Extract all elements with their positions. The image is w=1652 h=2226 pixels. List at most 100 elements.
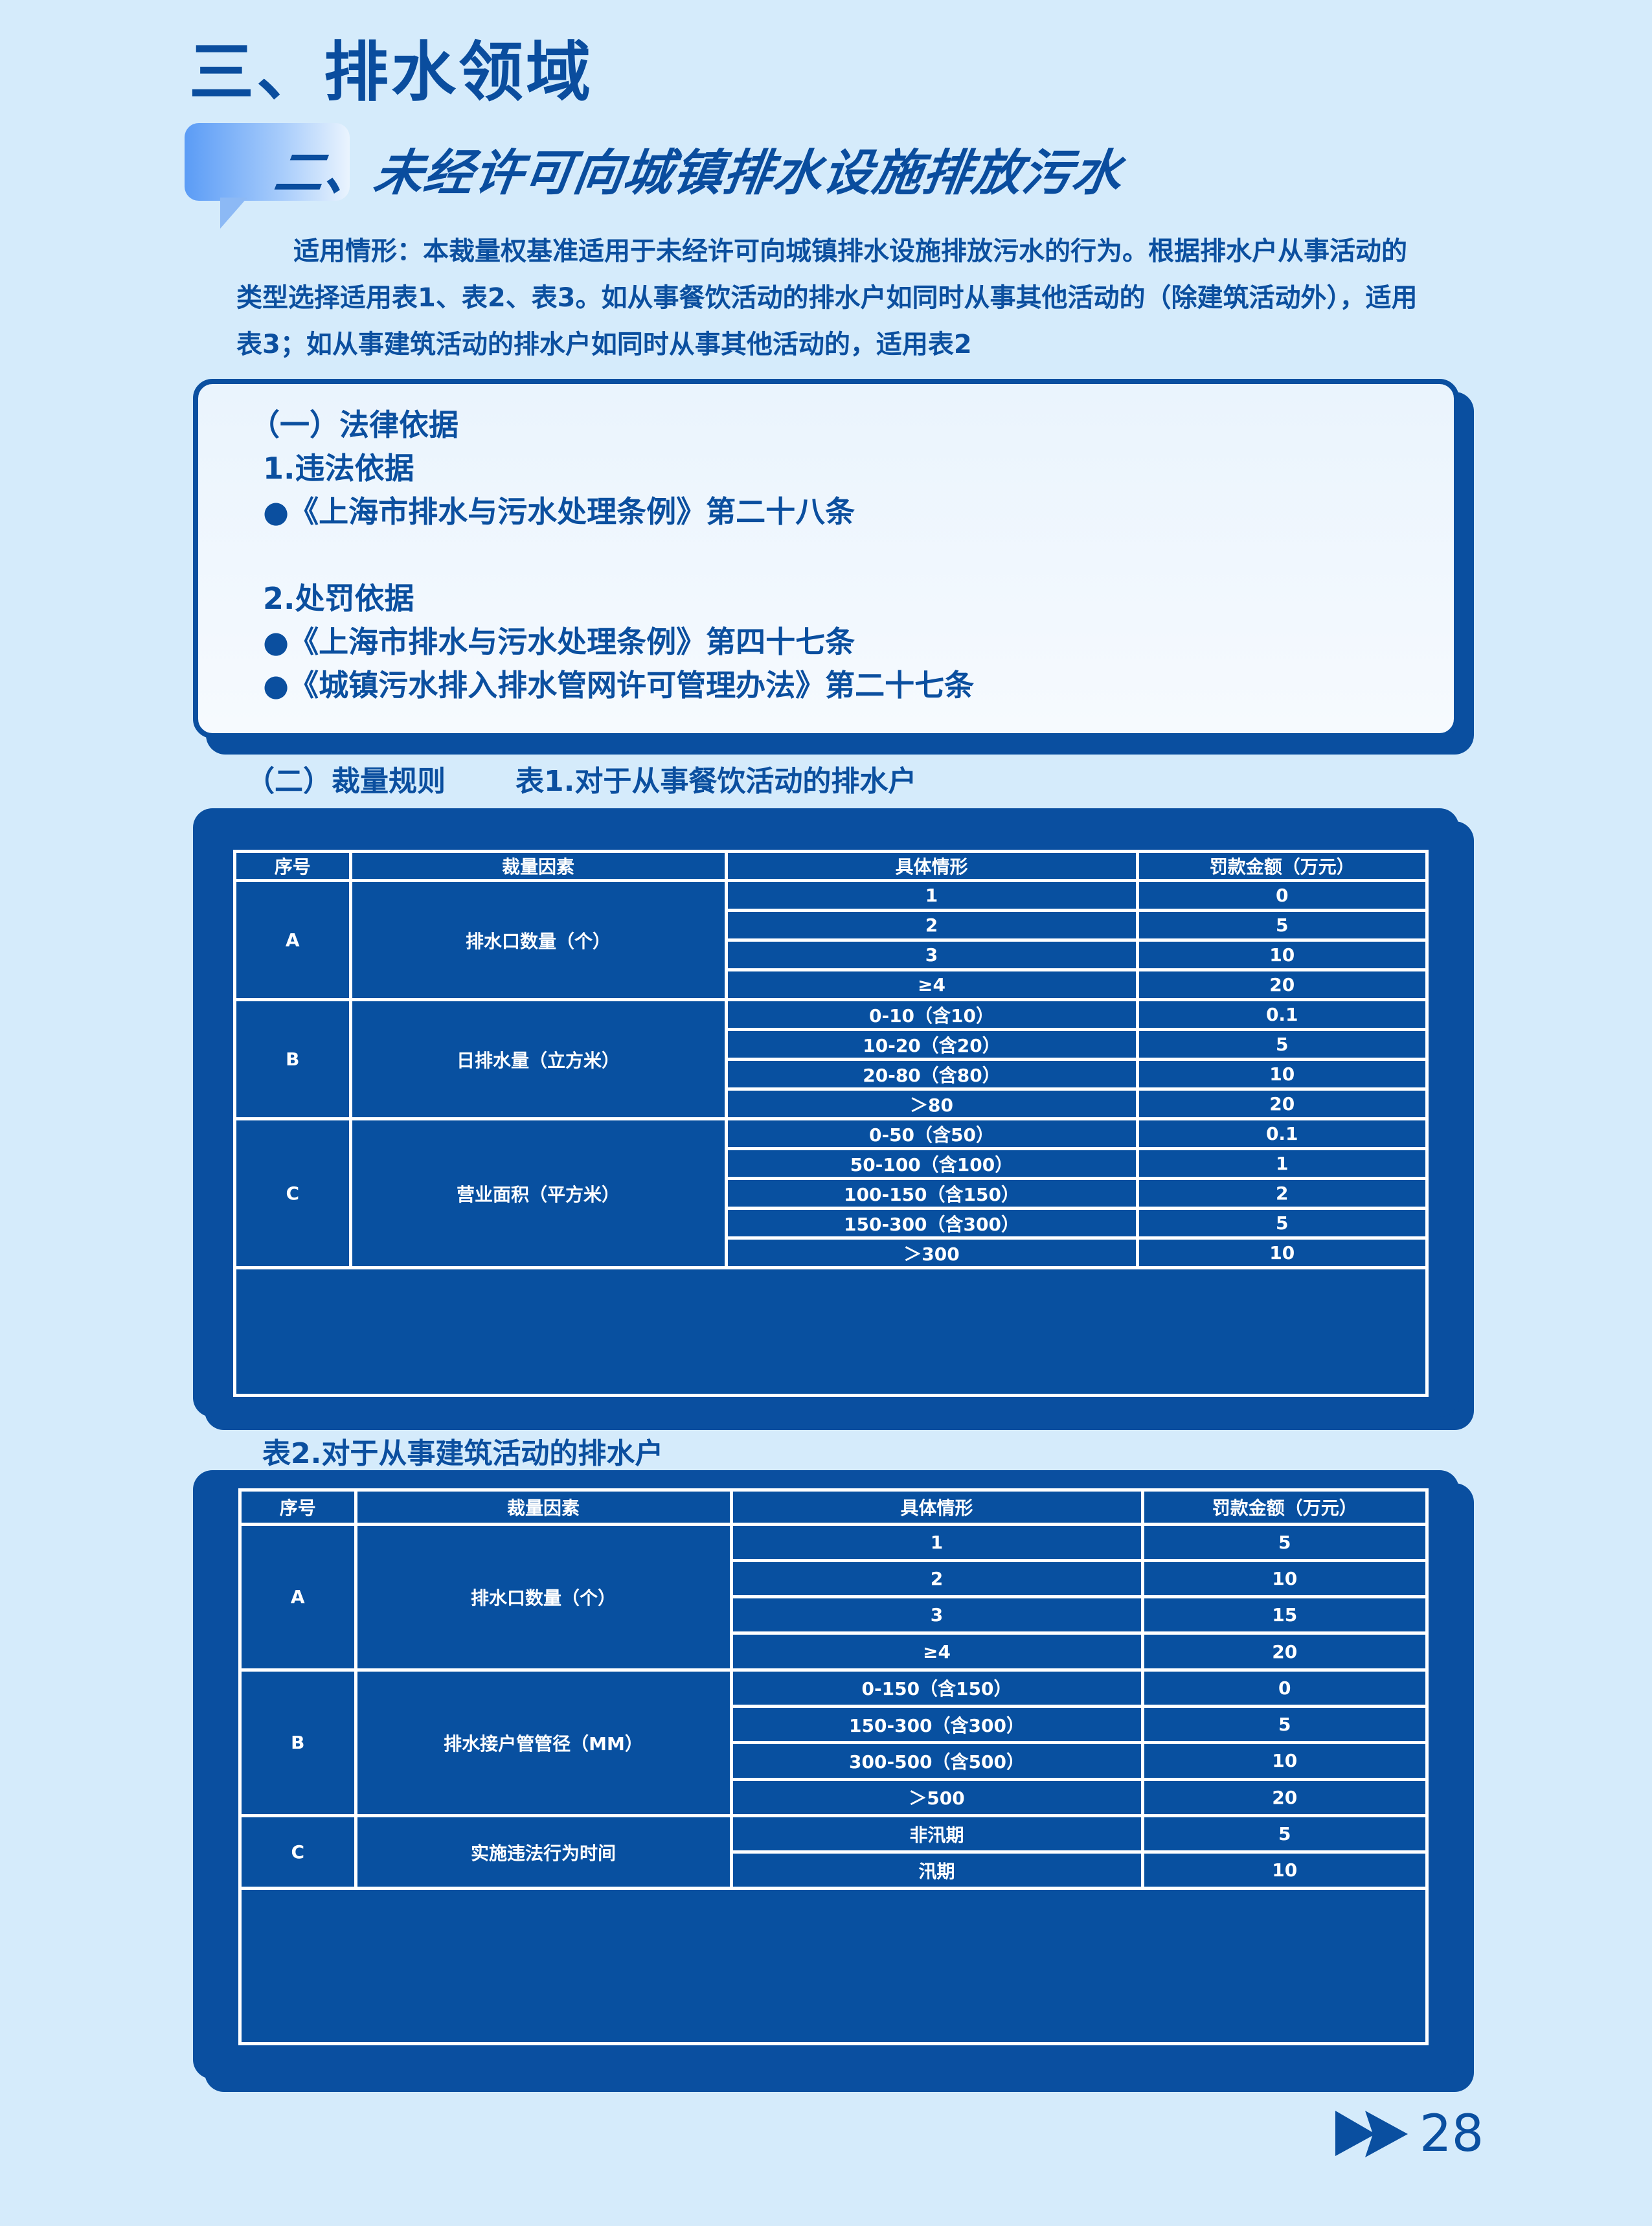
column-header: 具体情形	[724, 853, 1139, 882]
table-row: 50-100（含100） 1	[236, 1147, 1425, 1180]
condition-cell: ＞300	[726, 1236, 1139, 1269]
fine-cell: 15	[1140, 1595, 1425, 1635]
group-id: B	[236, 998, 352, 1120]
table2: 序号 裁量因素 具体情形 罚款金额（万元） A 排水口数量（个） 1 5 2 10 3 15 ≥4 20 B…	[242, 1492, 1425, 1891]
condition-cell: 3	[731, 1595, 1144, 1635]
condition-cell: 300-500（含500）	[731, 1741, 1144, 1781]
group-factor: 营业面积（平方米）	[348, 1117, 728, 1269]
fine-cell: 10	[1140, 1850, 1425, 1891]
group-factor: 日排水量（立方米）	[348, 998, 728, 1120]
table2-frame: 序号 裁量因素 具体情形 罚款金额（万元） A 排水口数量（个） 1 5 2 10 3 15 ≥4 20 B…	[238, 1488, 1429, 2045]
double-arrow-icon	[1335, 2111, 1408, 2157]
table-row: ＞80 20	[236, 1087, 1425, 1120]
legal-basis-card: （一）法律依据 1.违法依据 ●《上海市排水与污水处理条例》第二十八条 2.处罚…	[193, 379, 1459, 738]
page-number: 28	[1420, 2105, 1484, 2163]
fine-cell: 10	[1135, 1236, 1425, 1269]
condition-cell: 150-300（含300）	[726, 1207, 1139, 1240]
table-row: 100-150（含150） 2	[236, 1177, 1425, 1210]
table2-caption: 表2.对于从事建筑活动的排水户	[262, 1437, 664, 1470]
group-factor: 排水口数量（个）	[348, 879, 728, 1001]
fine-cell: 0.1	[1135, 1117, 1425, 1150]
penalty-heading: 2.处罚依据	[263, 581, 414, 616]
fine-cell: 10	[1140, 1558, 1425, 1599]
column-header: 罚款金额（万元）	[1135, 853, 1425, 882]
applicability-text: 适用情形：本裁量权基准适用于未经许可向城镇排水设施排放污水的行为。根据排水户从事…	[236, 236, 1418, 359]
condition-cell: 150-300（含300）	[731, 1704, 1144, 1745]
fine-cell: 10	[1135, 938, 1425, 971]
table-row: A 排水口数量（个） 1 0	[236, 879, 1425, 1001]
column-header: 罚款金额（万元）	[1140, 1492, 1425, 1526]
fine-cell: 5	[1140, 1813, 1425, 1854]
table-row: B 日排水量（立方米） 0-10（含10） 0.1	[236, 998, 1425, 1120]
condition-cell: 50-100（含100）	[726, 1147, 1139, 1180]
condition-cell: 2	[731, 1558, 1144, 1599]
header-row: 序号 裁量因素 具体情形 罚款金额（万元）	[236, 853, 1425, 882]
table1: 序号 裁量因素 具体情形 罚款金额（万元） A 排水口数量（个） 1 0 2 5 3 10 ≥4 20 B 日…	[236, 853, 1425, 1269]
column-header: 裁量因素	[354, 1492, 733, 1526]
condition-cell: 100-150（含150）	[726, 1177, 1139, 1210]
legal-heading: （一）法律依据	[250, 407, 458, 442]
fine-cell: 20	[1140, 1631, 1425, 1672]
fine-cell: 5	[1140, 1522, 1425, 1562]
group-id: B	[242, 1668, 357, 1817]
column-header: 序号	[242, 1492, 357, 1526]
speech-bubble-tail	[220, 198, 247, 229]
group-factor: 排水口数量（个）	[354, 1522, 733, 1672]
header-row: 序号 裁量因素 具体情形 罚款金额（万元）	[242, 1492, 1425, 1526]
applicability-paragraph: 适用情形：本裁量权基准适用于未经许可向城镇排水设施排放污水的行为。根据排水户从事…	[236, 228, 1428, 368]
table-row: A 排水口数量（个） 1 5	[242, 1522, 1425, 1672]
condition-cell: 3	[726, 938, 1139, 971]
condition-cell: 汛期	[731, 1850, 1144, 1891]
table-row: 2 10	[242, 1558, 1425, 1599]
table-row: 汛期 10	[242, 1850, 1425, 1891]
condition-cell: ＞500	[731, 1777, 1144, 1817]
table-row: 20-80（含80） 10	[236, 1058, 1425, 1091]
condition-cell: 0-150（含150）	[729, 1668, 1144, 1708]
fine-cell: 5	[1140, 1704, 1425, 1745]
fine-cell: 20	[1135, 1087, 1425, 1120]
table-row: 10-20（含20） 5	[236, 1028, 1425, 1061]
fine-cell: 0	[1140, 1668, 1425, 1708]
column-header: 具体情形	[729, 1492, 1144, 1526]
table-row: C 实施违法行为时间 非汛期 5	[242, 1813, 1425, 1891]
condition-cell: ＞80	[726, 1087, 1139, 1120]
group-factor: 排水接户管管径（MM）	[354, 1668, 733, 1817]
condition-cell: 1	[729, 1522, 1144, 1562]
fine-cell: 2	[1135, 1177, 1425, 1210]
section-title: 三、排水领域	[189, 34, 593, 110]
table-row: C 营业面积（平方米） 0-50（含50） 0.1	[236, 1117, 1425, 1269]
fine-cell: 0	[1135, 879, 1425, 912]
table-row: 150-300（含300） 5	[242, 1704, 1425, 1745]
penalty-item: ●《上海市排水与污水处理条例》第四十七条	[263, 624, 855, 659]
table-row: B 排水接户管管径（MM） 0-150（含150） 0	[242, 1668, 1425, 1817]
table-row: ＞300 10	[236, 1236, 1425, 1269]
rules-heading: （二）裁量规则	[246, 765, 446, 798]
rules-heading-row: （二）裁量规则 表1.对于从事餐饮活动的排水户	[246, 758, 916, 799]
group-id: C	[242, 1813, 357, 1891]
group-id: A	[242, 1522, 357, 1672]
condition-cell: 0-10（含10）	[724, 998, 1139, 1031]
violation-heading: 1.违法依据	[263, 451, 414, 486]
group-id: C	[236, 1117, 352, 1269]
condition-cell: ≥4	[731, 1631, 1144, 1672]
table-row: 3 15	[242, 1595, 1425, 1635]
table-row: ＞500 20	[242, 1777, 1425, 1817]
condition-cell: 0-50（含50）	[724, 1117, 1139, 1150]
table1-frame: 序号 裁量因素 具体情形 罚款金额（万元） A 排水口数量（个） 1 0 2 5 3 10 ≥4 20 B 日…	[233, 850, 1429, 1397]
table-row: ≥4 20	[242, 1631, 1425, 1672]
condition-cell: 20-80（含80）	[726, 1058, 1139, 1091]
condition-cell: ≥4	[726, 968, 1139, 1001]
speech-bubble-icon	[185, 123, 350, 201]
fine-cell: 20	[1140, 1777, 1425, 1817]
table1-caption: 表1.对于从事餐饮活动的排水户	[515, 765, 917, 798]
fine-cell: 1	[1135, 1147, 1425, 1180]
condition-cell: 1	[724, 879, 1139, 912]
column-header: 裁量因素	[348, 853, 728, 882]
fine-cell: 10	[1135, 1058, 1425, 1091]
fine-cell: 5	[1135, 1207, 1425, 1240]
table-row: 150-300（含300） 5	[236, 1207, 1425, 1240]
fine-cell: 10	[1140, 1741, 1425, 1781]
subtitle: 二、未经许可向城镇排水设施排放污水	[270, 144, 1127, 201]
fine-cell: 5	[1135, 909, 1425, 942]
